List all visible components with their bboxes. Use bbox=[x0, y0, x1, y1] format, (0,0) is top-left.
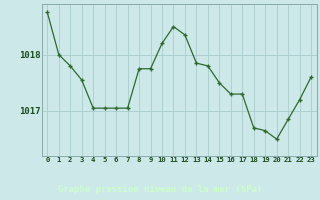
Text: Graphe pression niveau de la mer (hPa): Graphe pression niveau de la mer (hPa) bbox=[58, 185, 262, 194]
